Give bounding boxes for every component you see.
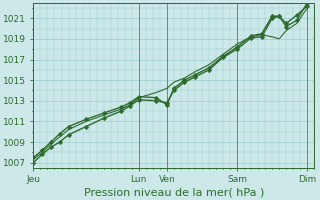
X-axis label: Pression niveau de la mer( hPa ): Pression niveau de la mer( hPa ) (84, 187, 264, 197)
